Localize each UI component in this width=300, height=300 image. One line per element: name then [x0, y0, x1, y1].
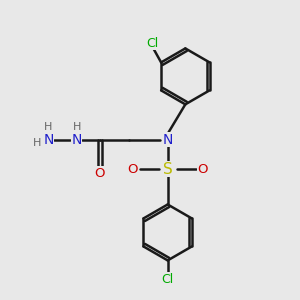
- Text: N: N: [163, 133, 173, 147]
- Text: O: O: [127, 163, 138, 176]
- Text: H: H: [33, 138, 41, 148]
- Text: H: H: [44, 122, 52, 132]
- Text: S: S: [163, 162, 172, 177]
- Text: H: H: [73, 122, 81, 132]
- Text: Cl: Cl: [161, 273, 174, 286]
- Text: O: O: [198, 163, 208, 176]
- Text: O: O: [95, 167, 105, 180]
- Text: Cl: Cl: [146, 37, 158, 50]
- Text: N: N: [71, 133, 82, 147]
- Text: N: N: [43, 133, 54, 147]
